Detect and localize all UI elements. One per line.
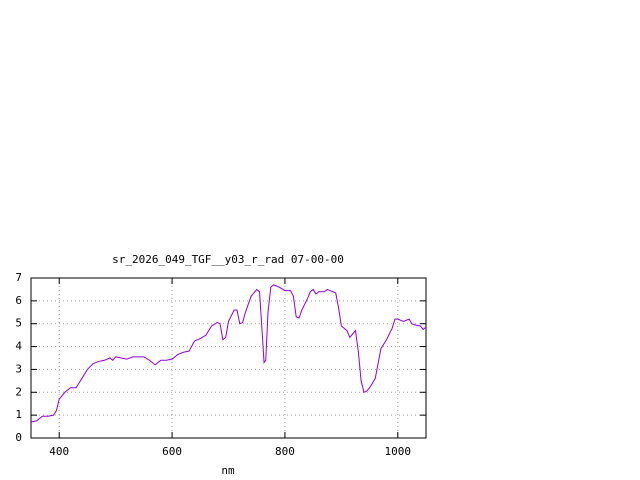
- y-tick-label: 4: [15, 340, 22, 353]
- chart-title: sr_2026_049_TGF__y03_r_rad 07-00-00: [112, 253, 344, 266]
- y-tick-label: 7: [15, 271, 22, 284]
- x-tick-label: 800: [275, 445, 295, 458]
- x-tick-label: 400: [49, 445, 69, 458]
- y-tick-label: 6: [15, 294, 22, 307]
- y-tick-label: 0: [15, 431, 22, 444]
- data-line: [30, 284, 427, 423]
- x-tick-label: 600: [162, 445, 182, 458]
- y-tick-label: 3: [15, 362, 22, 375]
- y-tick-label: 5: [15, 317, 22, 330]
- y-tick-label: 2: [15, 385, 22, 398]
- plot-border: [30, 277, 427, 439]
- y-tick-label: 1: [15, 408, 22, 421]
- x-axis-label: nm: [221, 464, 235, 477]
- x-tick-label: 1000: [385, 445, 412, 458]
